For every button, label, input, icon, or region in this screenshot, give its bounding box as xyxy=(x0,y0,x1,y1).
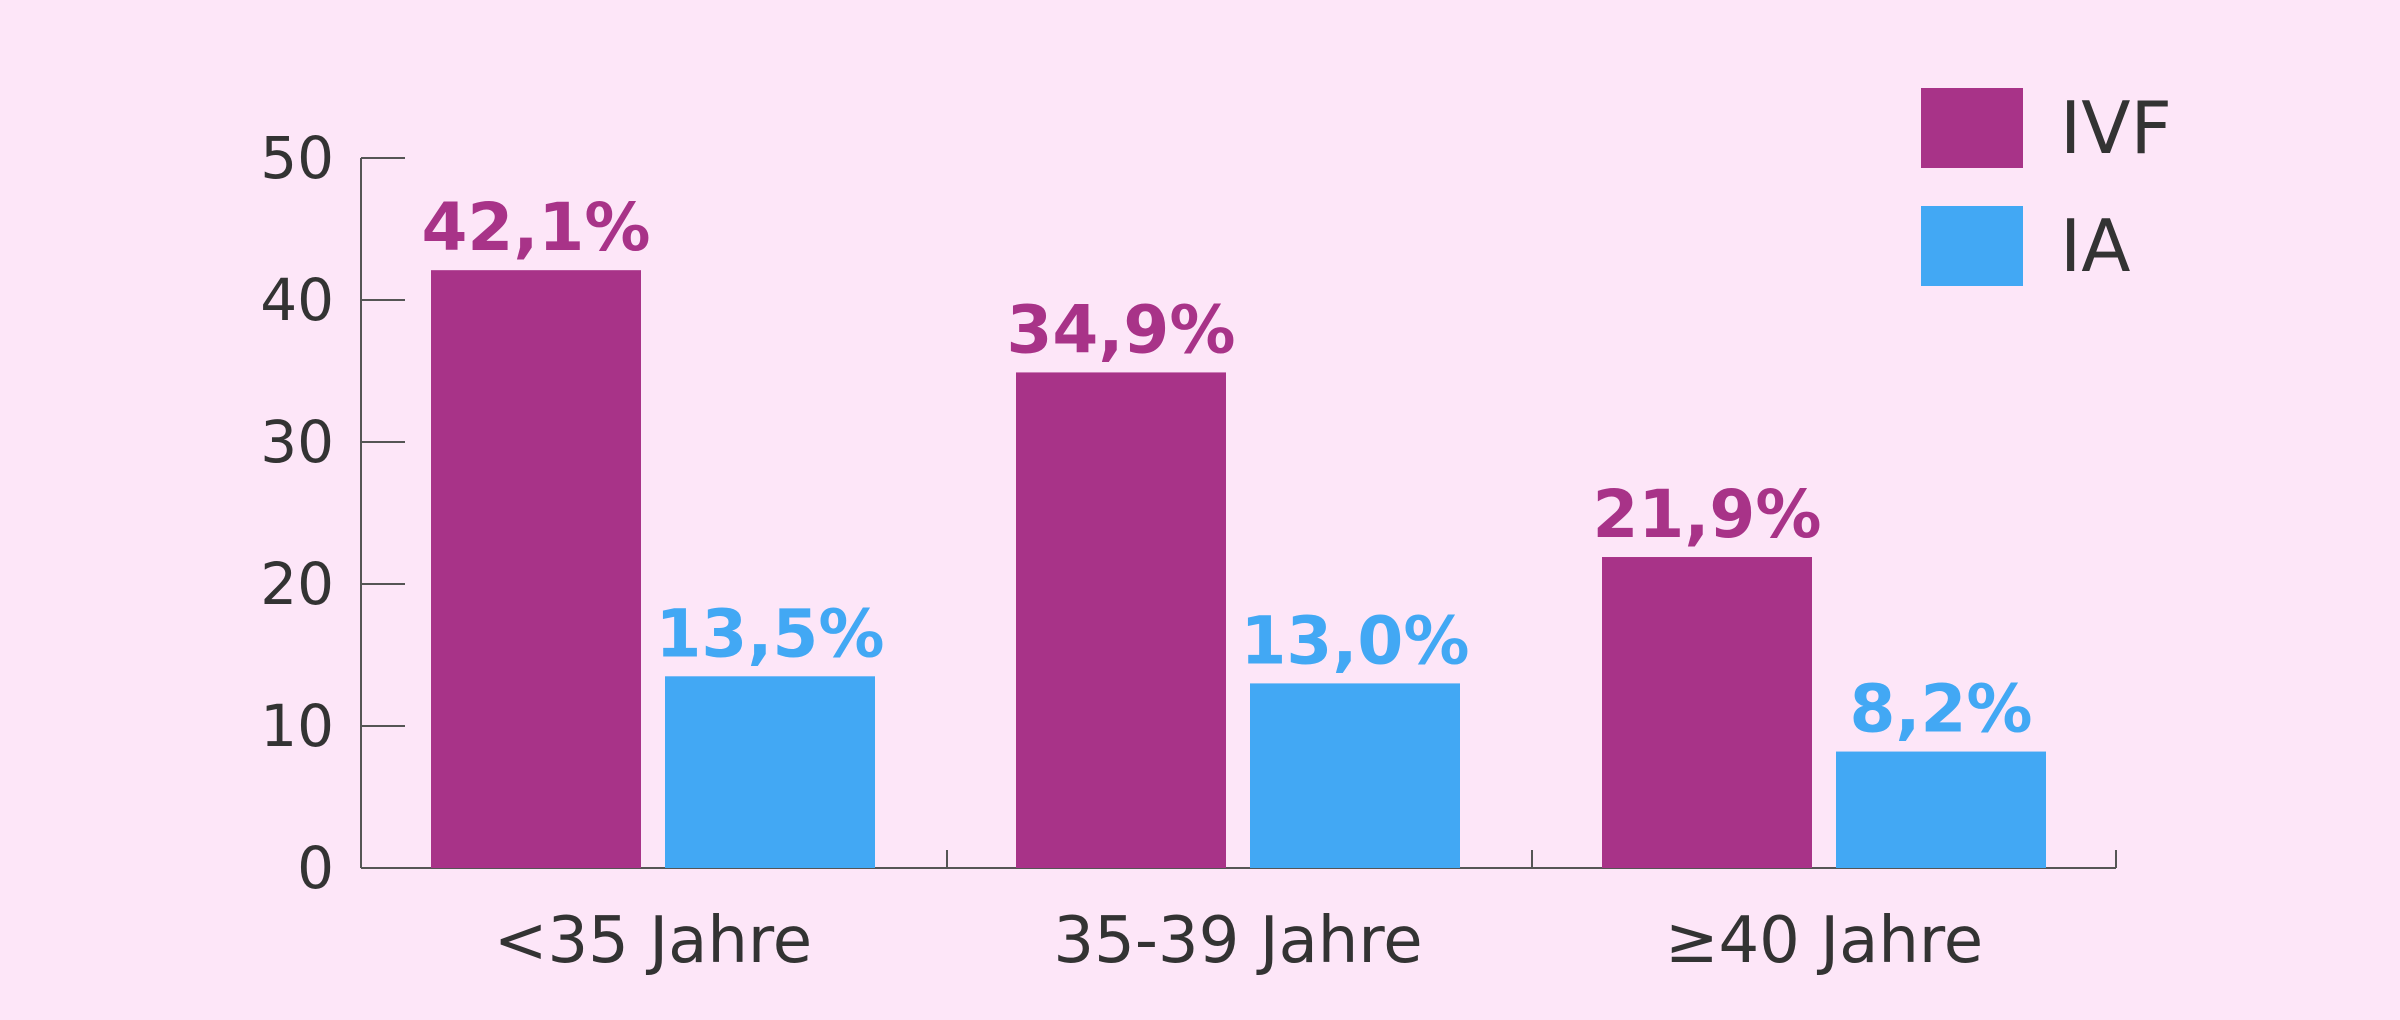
legend: IVF IA xyxy=(1921,86,2172,288)
y-tick-label: 30 xyxy=(260,408,334,476)
y-tick-label: 0 xyxy=(297,834,334,902)
bar-ivf xyxy=(1016,372,1226,868)
y-tick-label: 20 xyxy=(260,550,334,618)
bar-ia xyxy=(1836,751,2046,868)
category-label: <35 Jahre xyxy=(494,904,812,978)
y-tick-label: 10 xyxy=(260,692,334,760)
value-label-ivf: 42,1% xyxy=(422,189,651,266)
y-ticks: 0 10 20 30 40 50 xyxy=(260,124,2117,902)
value-labels: 42,1% 13,5% 34,9% 13,0% 21,9% 8,2% xyxy=(422,189,2033,747)
bar-ivf xyxy=(1602,557,1812,868)
legend-swatch-ivf xyxy=(1921,88,2023,168)
value-label-ia: 13,5% xyxy=(656,595,885,672)
value-label-ivf: 34,9% xyxy=(1007,291,1236,368)
bar-ia xyxy=(665,676,875,868)
y-tick-label: 50 xyxy=(260,124,334,192)
value-label-ia: 8,2% xyxy=(1849,671,2032,748)
y-tick-label: 40 xyxy=(260,266,334,334)
legend-label-ivf: IVF xyxy=(2060,86,2172,170)
category-label: 35-39 Jahre xyxy=(1053,904,1422,978)
value-label-ia: 13,0% xyxy=(1241,602,1470,679)
value-label-ivf: 21,9% xyxy=(1593,476,1822,553)
category-label: ≥40 Jahre xyxy=(1665,904,1983,978)
bars xyxy=(431,270,2046,868)
legend-swatch-ia xyxy=(1921,206,2023,286)
bar-ivf xyxy=(431,270,641,868)
category-labels: <35 Jahre 35-39 Jahre ≥40 Jahre xyxy=(494,904,1983,978)
axes xyxy=(360,158,2116,869)
bar-ia xyxy=(1250,683,1460,868)
legend-label-ia: IA xyxy=(2060,204,2131,288)
